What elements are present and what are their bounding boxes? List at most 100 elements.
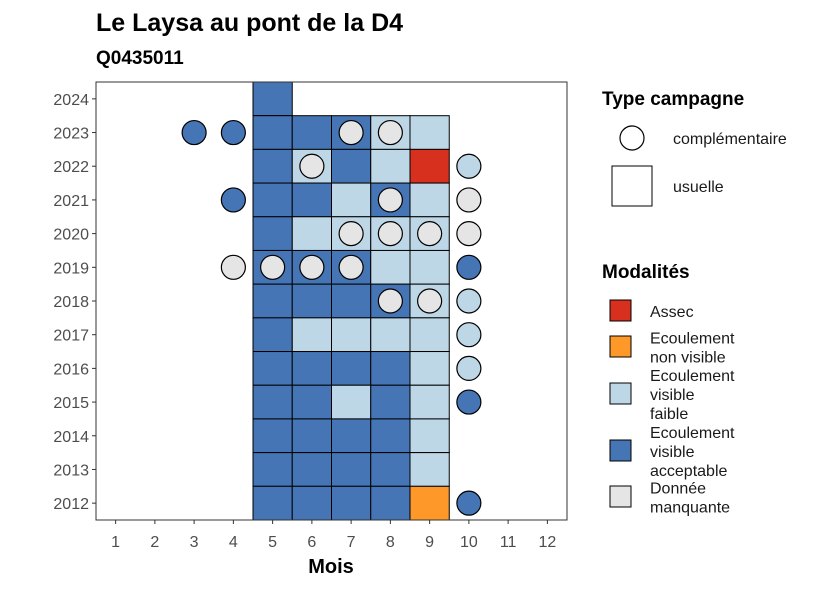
cell-2018-6 [291, 283, 332, 319]
point-2018-9 [417, 288, 443, 314]
y-tick-label: 2024 [53, 92, 89, 109]
legend-label-assec: Assec [650, 304, 694, 321]
legend-modalites-title: Modalités [602, 262, 690, 283]
x-tick-label: 3 [190, 534, 199, 551]
cell-2019-9 [409, 249, 450, 285]
point-2023-4 [220, 119, 246, 146]
cell-2023-5 [252, 115, 293, 150]
cell-2017-9 [409, 317, 450, 353]
point-2019-6 [299, 254, 325, 280]
legend-label-donnee-manquante: manquante [650, 500, 730, 517]
cell-2014-8 [370, 418, 411, 454]
cell-2021-7 [331, 182, 372, 218]
legend-label-ecoulement-visible-acceptable: acceptable [650, 463, 727, 480]
x-tick-label: 4 [229, 534, 238, 551]
cell-2016-8 [370, 351, 411, 386]
legend-type-title: Type campagne [602, 89, 744, 110]
point-2019-4 [220, 254, 246, 280]
point-2018-10 [456, 288, 482, 314]
x-tick-label: 7 [347, 534, 356, 551]
cell-2015-7 [331, 384, 372, 420]
cell-2014-7 [331, 418, 372, 454]
cell-2022-7 [331, 148, 372, 184]
legend-complementaire-key [619, 125, 645, 151]
y-tick-label: 2022 [53, 159, 89, 176]
y-tick-label: 2019 [53, 260, 89, 277]
complementaire-points [181, 119, 482, 516]
cell-2012-6 [291, 485, 332, 521]
legend-label-ecoulement-visible-faible: Ecoulement [650, 368, 735, 385]
cell-2024-5 [252, 81, 293, 117]
x-axis-title: Mois [308, 556, 354, 578]
point-2021-10 [456, 187, 482, 213]
point-2018-8 [377, 288, 403, 314]
cell-2014-9 [409, 418, 450, 454]
cell-2013-6 [291, 452, 332, 487]
legend-complementaire-label: complémentaire [673, 131, 787, 148]
cell-2013-5 [252, 452, 293, 487]
chart-subtitle: Q0435011 [96, 48, 184, 69]
cell-2021-9 [409, 182, 450, 218]
point-2017-10 [456, 322, 482, 348]
point-2020-10 [456, 221, 482, 247]
cell-2016-7 [331, 351, 372, 386]
cell-2020-5 [252, 216, 293, 251]
point-2022-10 [456, 153, 482, 179]
cell-2015-6 [291, 384, 332, 420]
legend-label-ecoulement-visible-acceptable: Ecoulement [650, 425, 735, 442]
cell-2015-5 [252, 384, 293, 420]
legend-type-campagne: Type campagne complémentaire usuelle [602, 89, 787, 207]
y-tick-label: 2020 [53, 227, 89, 244]
legend-usuelle-key [611, 165, 653, 207]
cell-2017-7 [331, 317, 372, 353]
x-axis: 1 2 3 4 5 6 7 8 9 10 11 12 [111, 520, 556, 551]
y-tick-label: 2017 [53, 328, 89, 345]
legend-label-ecoulement-visible-faible: visible [650, 387, 695, 404]
cell-2023-9 [409, 115, 450, 150]
point-2022-6 [299, 153, 325, 179]
point-2021-8 [377, 187, 403, 213]
y-tick-label: 2018 [53, 294, 89, 311]
cell-2017-5 [252, 317, 293, 353]
cell-2023-6 [291, 115, 332, 150]
cell-2021-6 [291, 182, 332, 218]
y-tick-label: 2023 [53, 126, 89, 143]
y-tick-label: 2012 [53, 496, 89, 513]
cell-2014-6 [291, 418, 332, 454]
legend-label-ecoulement-non-visible: Ecoulement [650, 331, 735, 348]
legend-key-assec [609, 299, 632, 322]
x-tick-label: 10 [460, 534, 478, 551]
cell-2016-9 [409, 351, 450, 386]
x-tick-label: 1 [111, 534, 120, 551]
point-2020-9 [417, 221, 443, 247]
legend-key-donnee-manquante [609, 485, 632, 508]
x-tick-label: 9 [425, 534, 434, 551]
cell-2020-6 [291, 216, 332, 251]
x-tick-label: 11 [500, 534, 517, 551]
point-2019-7 [338, 254, 364, 280]
point-2012-10 [456, 490, 482, 516]
x-tick-label: 6 [307, 534, 316, 551]
cell-2022-8 [370, 148, 411, 184]
point-2021-4 [220, 187, 246, 213]
cell-2012-9 [409, 485, 450, 521]
point-2020-8 [377, 221, 403, 247]
point-2016-10 [456, 355, 482, 381]
cell-2021-5 [252, 182, 293, 218]
y-tick-label: 2021 [53, 193, 89, 210]
cell-2013-9 [409, 452, 450, 487]
point-2019-10 [456, 254, 482, 280]
y-tick-label: 2015 [53, 395, 89, 412]
point-2023-8 [377, 119, 403, 146]
legend-label-donnee-manquante: Donnée [650, 481, 706, 498]
cell-2017-6 [291, 317, 332, 353]
legend-label-ecoulement-non-visible: non visible [650, 350, 726, 367]
legend-label-ecoulement-visible-faible: faible [650, 406, 688, 423]
cell-2015-8 [370, 384, 411, 420]
x-tick-label: 12 [538, 534, 556, 551]
point-2015-10 [456, 389, 482, 415]
x-tick-label: 5 [268, 534, 277, 551]
cell-2019-8 [370, 249, 411, 285]
